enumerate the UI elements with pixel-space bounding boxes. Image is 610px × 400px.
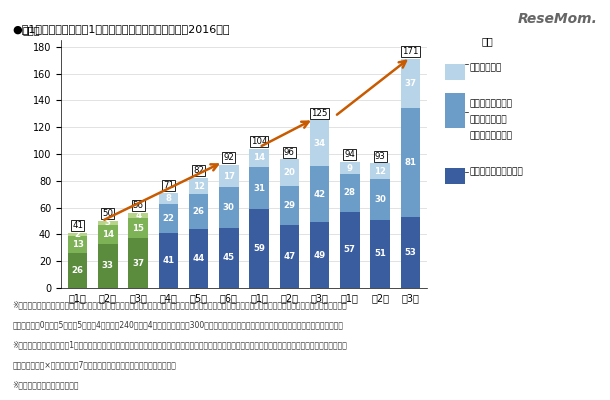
Text: 30: 30 — [374, 195, 386, 204]
Text: ※「学習塩の時間」は、「1週間に何回くらい学習塩に行っていますか、１回にどれくらいの時間、勉強していますか」とたずねている。０回の人は０分、１回: ※「学習塩の時間」は、「1週間に何回くらい学習塩に行っていますか、１回にどれくら… — [12, 340, 347, 349]
Bar — [340, 174, 360, 212]
Bar — [128, 238, 148, 288]
Text: 49: 49 — [314, 251, 326, 260]
Y-axis label: （分）: （分） — [23, 25, 40, 35]
Text: 104: 104 — [251, 137, 267, 146]
Bar — [279, 159, 299, 186]
Bar — [249, 148, 269, 167]
Bar — [310, 222, 329, 288]
Bar — [401, 217, 420, 288]
Text: 41: 41 — [162, 256, 174, 265]
Text: 94: 94 — [345, 150, 355, 159]
Bar — [219, 165, 239, 188]
Text: 14: 14 — [253, 154, 265, 162]
Text: 50: 50 — [102, 209, 113, 218]
Text: 28: 28 — [344, 188, 356, 197]
Bar — [98, 221, 118, 225]
Bar — [370, 220, 390, 288]
Text: 37: 37 — [132, 259, 144, 268]
Text: 4: 4 — [135, 211, 141, 220]
Text: 学校の宿題をする時間: 学校の宿題をする時間 — [470, 168, 523, 176]
Text: 29: 29 — [284, 201, 295, 210]
Text: 47: 47 — [283, 252, 295, 261]
Text: 勉強をする時間: 勉強をする時間 — [470, 116, 508, 124]
Bar — [159, 193, 178, 204]
Bar — [189, 229, 209, 288]
Bar — [98, 225, 118, 244]
Text: 93: 93 — [375, 152, 386, 161]
Text: （学習塩を除く）: （学習塩を除く） — [470, 132, 512, 140]
Bar — [279, 186, 299, 225]
Text: 17: 17 — [223, 172, 235, 180]
Text: 57: 57 — [344, 245, 356, 254]
Text: 37: 37 — [404, 79, 417, 88]
Text: 82: 82 — [193, 166, 204, 175]
Bar — [310, 166, 329, 222]
Text: 96: 96 — [284, 148, 295, 157]
Text: 学習塩の時間: 学習塩の時間 — [470, 64, 502, 72]
Text: 12: 12 — [193, 182, 204, 191]
Text: 59: 59 — [253, 244, 265, 253]
Bar — [401, 108, 420, 217]
Text: 44: 44 — [193, 254, 205, 263]
Bar — [68, 236, 87, 253]
Text: 41: 41 — [72, 221, 83, 230]
Bar — [189, 194, 209, 229]
Bar — [279, 225, 299, 288]
Text: 2: 2 — [74, 230, 81, 239]
Text: 14: 14 — [102, 230, 114, 239]
Text: 51: 51 — [374, 249, 386, 258]
Text: 9: 9 — [347, 164, 353, 172]
Text: 92: 92 — [223, 153, 234, 162]
Text: ※小１～３生は保護者の回答。: ※小１～３生は保護者の回答。 — [12, 380, 79, 389]
Text: 3: 3 — [105, 218, 111, 228]
Text: 125: 125 — [311, 109, 328, 118]
Bar — [340, 212, 360, 288]
Text: 53: 53 — [404, 248, 416, 257]
Bar — [249, 209, 269, 288]
Text: 20: 20 — [284, 168, 295, 177]
Bar — [249, 167, 269, 209]
Text: 81: 81 — [404, 158, 417, 167]
Text: 34: 34 — [314, 139, 326, 148]
Text: 22: 22 — [162, 214, 174, 223]
Bar — [189, 178, 209, 194]
Text: 15: 15 — [132, 224, 144, 233]
Text: 31: 31 — [253, 184, 265, 193]
Text: ●図1　平均学習時間（1日あたり、学年別・平均時間、2016年）: ●図1 平均学習時間（1日あたり、学年別・平均時間、2016年） — [12, 24, 230, 34]
Text: 26: 26 — [193, 207, 204, 216]
Bar — [219, 188, 239, 228]
Bar — [159, 204, 178, 233]
Text: 8: 8 — [165, 194, 171, 203]
Text: 171: 171 — [402, 47, 418, 56]
Bar — [370, 180, 390, 220]
Bar — [370, 163, 390, 180]
Text: 学校の宿題以外の: 学校の宿題以外の — [470, 100, 512, 108]
Text: 30: 30 — [223, 203, 235, 212]
Bar — [340, 162, 360, 174]
Bar — [128, 218, 148, 238]
Bar — [68, 233, 87, 236]
Text: 45: 45 — [223, 253, 235, 262]
Text: 合計: 合計 — [482, 36, 493, 46]
Text: 42: 42 — [314, 190, 326, 199]
Bar — [98, 244, 118, 288]
Bar — [219, 228, 239, 288]
Text: 「しない」を0分、「5分」を5分、「4時間」を240分、「4時間より多い」を300分のように置き換え、無回答・不明を除いて平均時間を算出した。: 「しない」を0分、「5分」を5分、「4時間」を240分、「4時間より多い」を30… — [12, 320, 343, 329]
Text: 71: 71 — [163, 181, 174, 190]
Bar — [128, 213, 148, 218]
Text: ※「学校の宿題をする時間」「学校の宿題以外の勉強をする時間」は、「ふだん（学校がある日）、１日にどれくらいの時間やっていますか」とたずねている。: ※「学校の宿題をする時間」「学校の宿題以外の勉強をする時間」は、「ふだん（学校が… — [12, 300, 347, 309]
Text: 56: 56 — [132, 201, 143, 210]
Text: ReseMom.: ReseMom. — [518, 12, 598, 26]
Text: 26: 26 — [71, 266, 84, 275]
Text: 13: 13 — [71, 240, 84, 249]
Bar — [310, 120, 329, 166]
Bar — [401, 59, 420, 108]
Text: 33: 33 — [102, 261, 114, 270]
Bar — [68, 253, 87, 288]
Text: 12: 12 — [374, 167, 386, 176]
Text: 以上の人は回数×時間（分）を7で割って１日あたりの平均時間を算出した。: 以上の人は回数×時間（分）を7で割って１日あたりの平均時間を算出した。 — [12, 360, 176, 369]
Bar — [159, 233, 178, 288]
